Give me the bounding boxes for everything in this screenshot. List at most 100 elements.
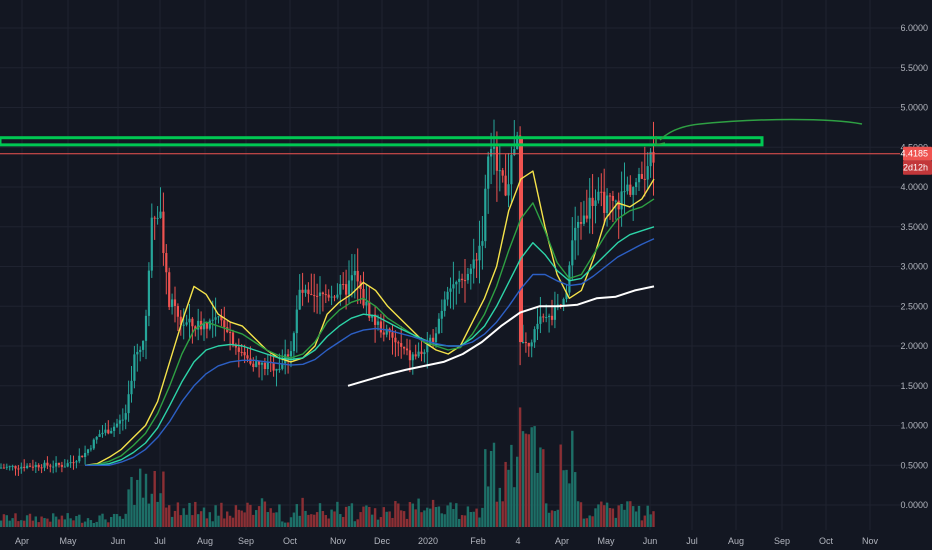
volume-bar [455, 503, 458, 527]
volume-bar [185, 514, 188, 527]
candle-body [498, 170, 501, 172]
volume-bar [130, 476, 133, 527]
volume-bar [373, 508, 377, 527]
volume-bar [518, 407, 522, 527]
candle-body [281, 363, 284, 369]
countdown-value: 2d12h [903, 163, 928, 173]
candle-body [600, 191, 603, 193]
candle-body [124, 413, 127, 420]
volume-bar [478, 517, 481, 527]
volume-bar [281, 521, 284, 527]
candle-body [81, 455, 84, 458]
volume-bar [414, 509, 417, 527]
volume-bar [574, 472, 577, 527]
candle-body [487, 156, 490, 189]
price-axis[interactable]: 6.00005.50005.00004.50004.00003.50003.00… [900, 23, 932, 510]
volume-bar [504, 461, 507, 527]
volume-bar [112, 513, 116, 527]
volume-bar [17, 521, 20, 527]
volume-bar [31, 520, 35, 527]
candle-body [469, 268, 472, 274]
candle-body [84, 452, 87, 458]
volume-bar [304, 510, 307, 527]
candle-body [188, 318, 191, 323]
time-axis[interactable]: Apr May Jun Jul Aug Sep Oct Nov Dec 2020 Feb 4 Apr Ma… [15, 536, 879, 546]
candle-body [139, 349, 142, 352]
volume-bar [243, 512, 246, 527]
candle-body [397, 342, 400, 344]
volume-bar [411, 503, 414, 527]
candle-body [75, 461, 78, 463]
candle-body [304, 289, 307, 293]
candle-body [316, 295, 319, 297]
volume-bar [547, 512, 551, 527]
candle-body [629, 184, 632, 195]
volume-bar [318, 503, 322, 527]
volume-bar [536, 472, 539, 527]
volume-bar [594, 508, 597, 527]
candle-body [611, 196, 614, 201]
volume-bar [83, 521, 87, 527]
volume-bar [34, 516, 37, 527]
candle-body [649, 151, 652, 167]
candle-body [513, 149, 516, 156]
candle-body [492, 146, 496, 149]
volume-bar [127, 489, 130, 527]
ma-long-line [347, 285, 655, 387]
volume-bar [553, 511, 557, 527]
ma-slow-line [85, 226, 655, 466]
candle-body [176, 306, 179, 317]
volume-bar [405, 518, 409, 527]
volume-bar [568, 483, 571, 527]
candle-body [95, 436, 98, 440]
volume-bar [176, 502, 180, 527]
volume-bar [475, 508, 478, 527]
candle-body [347, 280, 351, 295]
candle-body [165, 253, 168, 273]
y-tick-label: 1.0000 [900, 421, 928, 431]
annotations [0, 118, 900, 155]
volume-bar [649, 514, 652, 527]
x-tick-label: Apr [15, 536, 29, 546]
candle-body [405, 348, 409, 351]
volume-bar [333, 511, 336, 527]
volume-bar [400, 510, 403, 527]
candle-body [127, 394, 130, 414]
candle-body [374, 314, 377, 325]
volume-bar [634, 511, 638, 527]
candle-body [26, 465, 29, 469]
volume-bar [597, 504, 600, 527]
volume-bar [417, 498, 420, 527]
volume-bar [365, 505, 368, 527]
volume-bar [350, 503, 354, 527]
candle-body [516, 135, 519, 150]
candle-body [371, 314, 374, 318]
volume-bar [446, 505, 449, 527]
volume-bar [336, 501, 339, 527]
candle-body [475, 259, 478, 261]
volume-bar [37, 522, 40, 527]
candle-body [115, 423, 119, 427]
candle-body [524, 342, 527, 344]
candle-body [182, 324, 185, 326]
candle-body [330, 296, 333, 298]
candle-body [542, 316, 545, 318]
candle-body [240, 351, 243, 353]
candle-body [545, 317, 548, 319]
crash-candle [519, 137, 523, 343]
candle-body [345, 284, 348, 295]
volume-bar [385, 511, 388, 527]
volume-bar [632, 506, 635, 527]
volume-bar [115, 514, 119, 527]
candle-body [426, 344, 429, 353]
volume-bar [382, 507, 385, 527]
candle-body [376, 321, 380, 325]
candle-body [287, 354, 290, 357]
candle-body [11, 465, 14, 467]
candle-body [121, 419, 124, 421]
candle-body [327, 294, 330, 298]
candle-body [171, 299, 174, 308]
volume-bar [489, 450, 493, 527]
candle-body [463, 280, 467, 282]
